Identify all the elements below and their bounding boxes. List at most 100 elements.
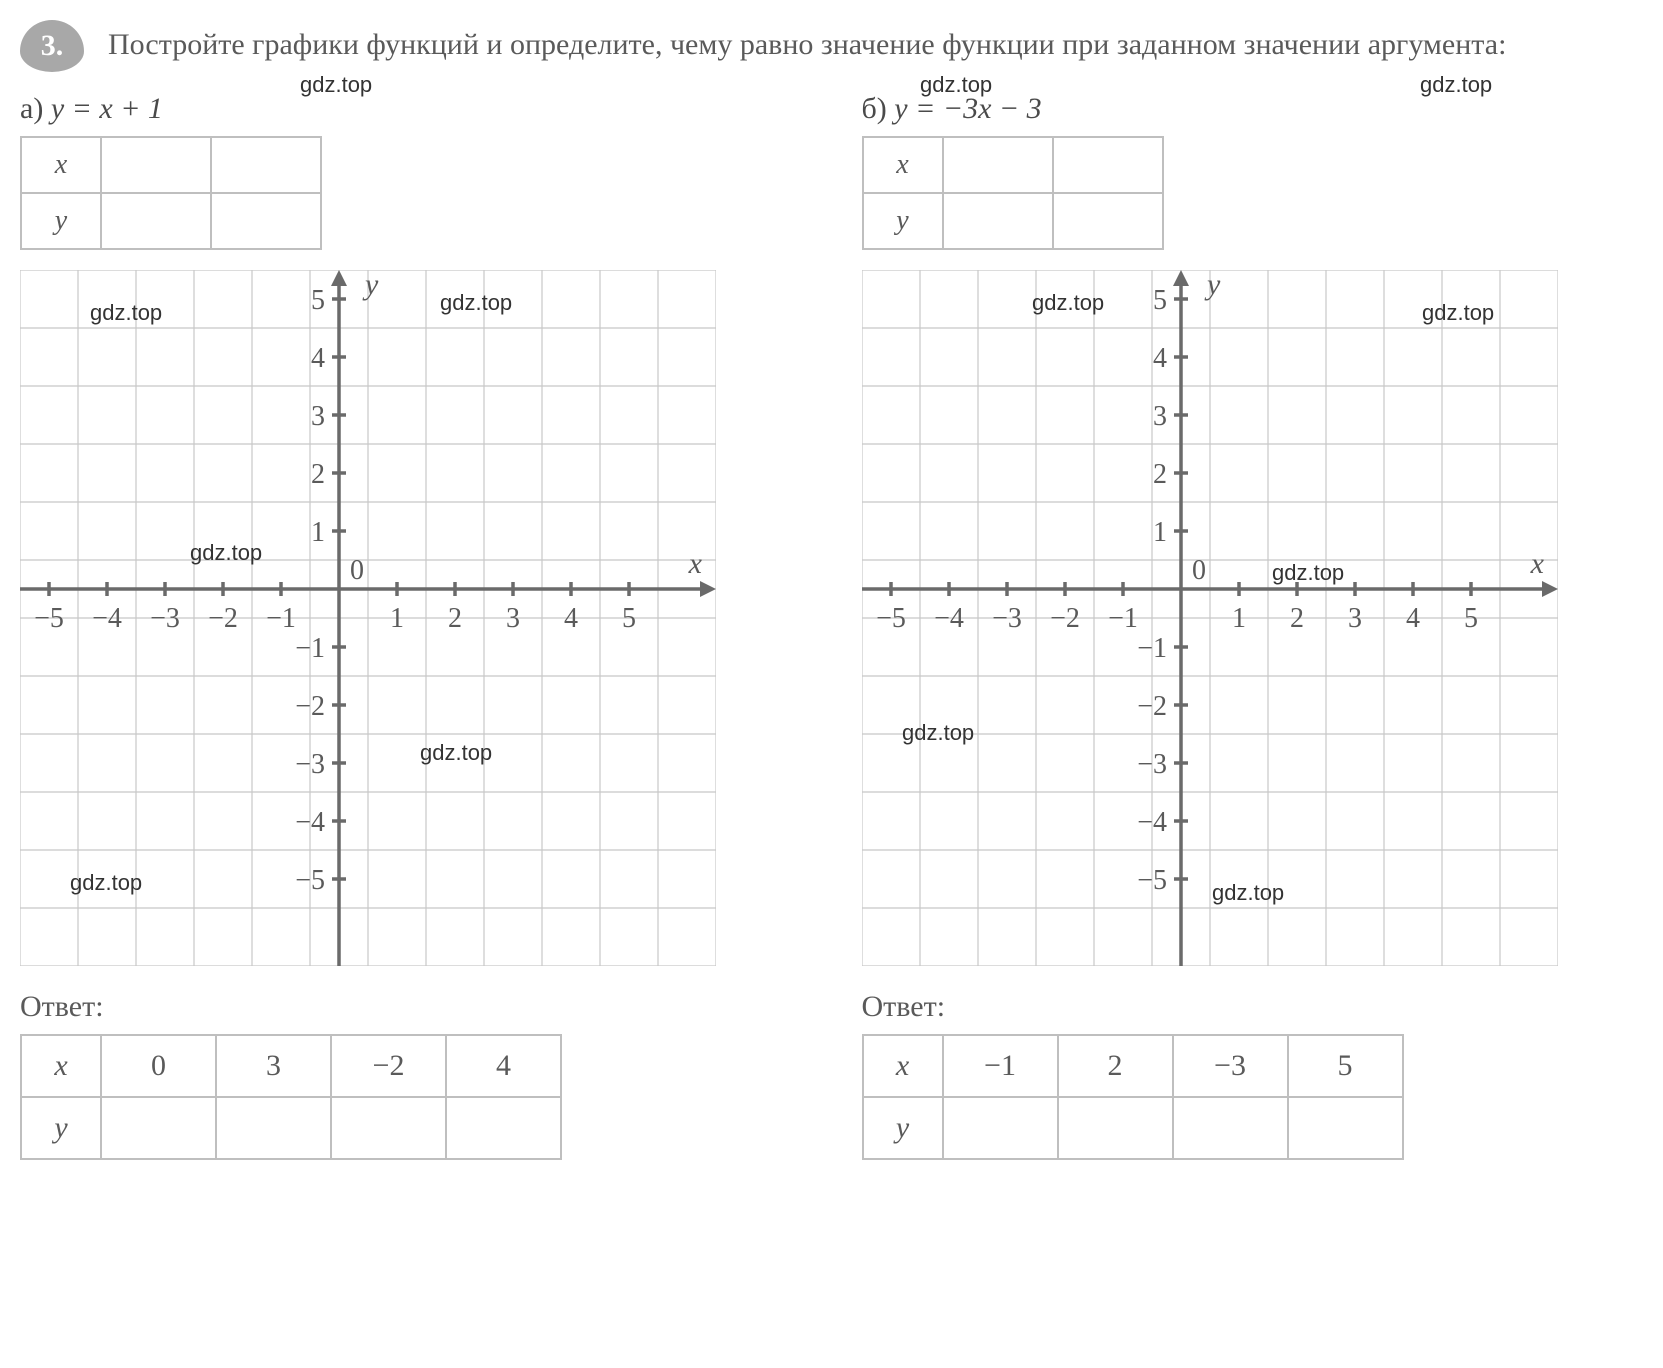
problem-number-badge: 3.	[20, 20, 84, 72]
svg-text:gdz.top: gdz.top	[902, 720, 974, 745]
answer-table-a: x 0 3 −2 4 y	[20, 1034, 562, 1160]
svg-text:1: 1	[390, 603, 404, 634]
cell[interactable]	[1288, 1097, 1403, 1159]
answer-label-b: Ответ:	[862, 990, 1644, 1024]
svg-text:−4: −4	[295, 807, 325, 838]
svg-text:y: y	[1204, 270, 1221, 301]
row-header-y: y	[863, 1097, 943, 1159]
svg-text:−2: −2	[208, 603, 238, 634]
cell: −3	[1173, 1035, 1288, 1097]
graph-a-wrap: −5−4−3−2−112345−5−4−3−2−1123450yxgdz.top…	[20, 270, 802, 966]
svg-text:−1: −1	[1137, 633, 1167, 664]
svg-text:1: 1	[311, 517, 325, 548]
cell[interactable]	[446, 1097, 561, 1159]
svg-text:−3: −3	[992, 603, 1022, 634]
row-header-y: y	[21, 193, 101, 249]
cell[interactable]	[211, 193, 321, 249]
cell[interactable]	[943, 193, 1053, 249]
svg-text:3: 3	[1153, 401, 1167, 432]
svg-text:−4: −4	[934, 603, 964, 634]
function-a-expr: y = x + 1	[51, 92, 163, 125]
svg-text:3: 3	[506, 603, 520, 634]
cell[interactable]	[1053, 137, 1163, 193]
cell[interactable]	[331, 1097, 446, 1159]
svg-text:2: 2	[1153, 459, 1167, 490]
svg-text:4: 4	[1406, 603, 1420, 634]
svg-text:−5: −5	[295, 865, 325, 896]
svg-text:−1: −1	[295, 633, 325, 664]
svg-text:−5: −5	[876, 603, 906, 634]
svg-text:5: 5	[1153, 285, 1167, 316]
column-b: б) y = −3x − 3 x y −5−4−3−2−112345−5−4−3…	[862, 92, 1644, 1160]
svg-text:0: 0	[1192, 555, 1206, 586]
svg-text:−5: −5	[34, 603, 64, 634]
cell: 0	[101, 1035, 216, 1097]
svg-text:gdz.top: gdz.top	[420, 740, 492, 765]
svg-text:−2: −2	[1050, 603, 1080, 634]
input-table-b: x y	[862, 136, 1164, 250]
table-row: x	[21, 137, 321, 193]
cell[interactable]	[101, 193, 211, 249]
cell[interactable]	[101, 1097, 216, 1159]
problem-text-span: Постройте графики функций и определите, …	[108, 28, 1506, 61]
svg-text:gdz.top: gdz.top	[1032, 290, 1104, 315]
svg-text:x: x	[1529, 547, 1544, 580]
cell[interactable]	[211, 137, 321, 193]
svg-text:2: 2	[1290, 603, 1304, 634]
svg-text:2: 2	[311, 459, 325, 490]
cell[interactable]	[1173, 1097, 1288, 1159]
svg-text:2: 2	[448, 603, 462, 634]
cell: 3	[216, 1035, 331, 1097]
columns: а) y = x + 1 x y −5−4−3−2−112345−5−4−3−2…	[20, 92, 1643, 1160]
graph-b-wrap: −5−4−3−2−112345−5−4−3−2−1123450yxgdz.top…	[862, 270, 1644, 966]
problem-header: 3. Постройте графики функций и определит…	[20, 20, 1643, 72]
svg-text:gdz.top: gdz.top	[1212, 880, 1284, 905]
row-header-y: y	[21, 1097, 101, 1159]
problem-text: Постройте графики функций и определите, …	[108, 20, 1506, 66]
svg-text:−1: −1	[266, 603, 296, 634]
row-header-x: x	[863, 1035, 943, 1097]
cell: 4	[446, 1035, 561, 1097]
cell[interactable]	[216, 1097, 331, 1159]
svg-text:−3: −3	[150, 603, 180, 634]
column-a: а) y = x + 1 x y −5−4−3−2−112345−5−4−3−2…	[20, 92, 802, 1160]
watermark: gdz.top	[920, 72, 992, 98]
cell[interactable]	[1053, 193, 1163, 249]
svg-text:5: 5	[311, 285, 325, 316]
row-header-x: x	[21, 1035, 101, 1097]
svg-text:x: x	[688, 547, 703, 580]
cell[interactable]	[943, 137, 1053, 193]
svg-text:−2: −2	[295, 691, 325, 722]
cell: −2	[331, 1035, 446, 1097]
row-header-x: x	[21, 137, 101, 193]
table-row: x	[863, 137, 1163, 193]
cell[interactable]	[943, 1097, 1058, 1159]
svg-text:0: 0	[350, 555, 364, 586]
page-root: 3. Постройте графики функций и определит…	[20, 20, 1643, 1160]
cell[interactable]	[1058, 1097, 1173, 1159]
svg-text:−1: −1	[1108, 603, 1138, 634]
svg-text:gdz.top: gdz.top	[90, 300, 162, 325]
svg-text:gdz.top: gdz.top	[70, 870, 142, 895]
table-row: x −1 2 −3 5	[863, 1035, 1403, 1097]
cell: 5	[1288, 1035, 1403, 1097]
table-row: y	[863, 193, 1163, 249]
svg-text:−3: −3	[1137, 749, 1167, 780]
watermark: gdz.top	[300, 72, 372, 98]
svg-text:−4: −4	[1137, 807, 1167, 838]
table-row: y	[863, 1097, 1403, 1159]
svg-text:−2: −2	[1137, 691, 1167, 722]
svg-text:4: 4	[1153, 343, 1167, 374]
svg-text:gdz.top: gdz.top	[1272, 560, 1344, 585]
input-table-a: x y	[20, 136, 322, 250]
cell[interactable]	[101, 137, 211, 193]
answer-table-b: x −1 2 −3 5 y	[862, 1034, 1404, 1160]
svg-text:3: 3	[311, 401, 325, 432]
cell: 2	[1058, 1035, 1173, 1097]
svg-text:5: 5	[1464, 603, 1478, 634]
svg-text:5: 5	[622, 603, 636, 634]
row-header-x: x	[863, 137, 943, 193]
svg-text:gdz.top: gdz.top	[190, 540, 262, 565]
answer-label-a: Ответ:	[20, 990, 802, 1024]
svg-text:−5: −5	[1137, 865, 1167, 896]
